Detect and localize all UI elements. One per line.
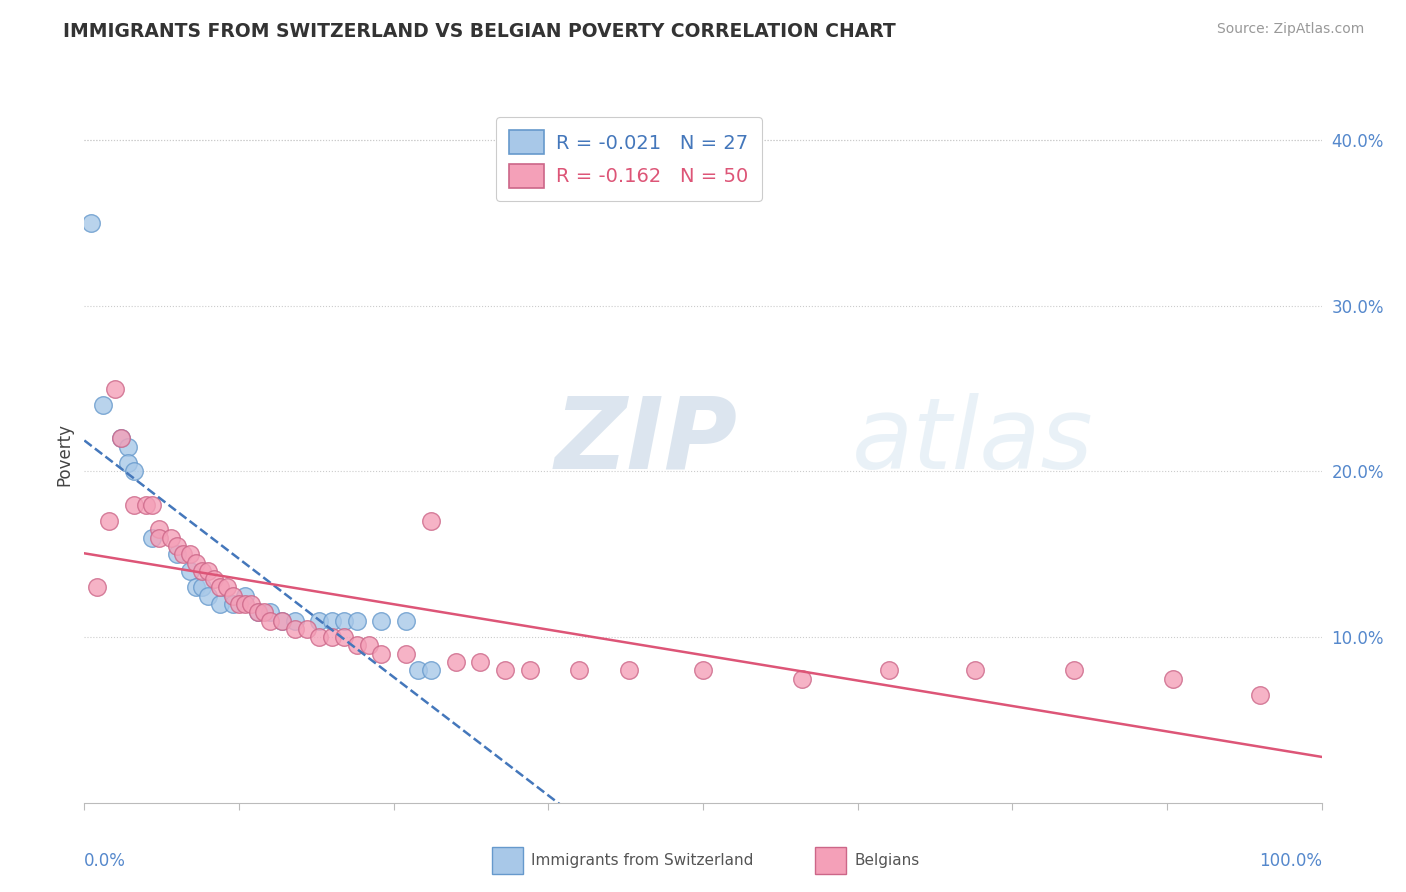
Point	[1161, 672, 1184, 686]
Point	[965, 663, 987, 677]
Point	[253, 605, 276, 619]
Point	[117, 456, 139, 470]
Point	[184, 556, 207, 570]
Point	[191, 564, 214, 578]
Point	[122, 498, 145, 512]
Point	[222, 589, 245, 603]
Point	[308, 630, 330, 644]
Point	[357, 639, 380, 653]
Point	[91, 398, 114, 412]
Point	[110, 431, 132, 445]
Point	[470, 655, 492, 669]
Point	[246, 605, 269, 619]
Text: Immigrants from Switzerland: Immigrants from Switzerland	[531, 854, 754, 868]
Point	[419, 514, 441, 528]
Point	[284, 622, 307, 636]
Point	[259, 614, 281, 628]
Point	[148, 531, 170, 545]
Point	[148, 523, 170, 537]
Point	[191, 581, 214, 595]
Point	[259, 605, 281, 619]
Point	[1063, 663, 1085, 677]
Point	[444, 655, 467, 669]
Point	[110, 431, 132, 445]
Point	[141, 498, 163, 512]
Point	[284, 614, 307, 628]
Text: 0.0%: 0.0%	[84, 852, 127, 870]
Point	[246, 605, 269, 619]
Text: ZIP: ZIP	[554, 392, 738, 490]
Legend: R = -0.021   N = 27, R = -0.162   N = 50: R = -0.021 N = 27, R = -0.162 N = 50	[496, 117, 762, 202]
Point	[370, 614, 392, 628]
Point	[117, 440, 139, 454]
Point	[209, 581, 232, 595]
Point	[321, 630, 343, 644]
Point	[308, 614, 330, 628]
Point	[197, 564, 219, 578]
Point	[494, 663, 516, 677]
Point	[408, 663, 430, 677]
Point	[295, 622, 318, 636]
Point	[202, 572, 225, 586]
Point	[179, 547, 201, 561]
Point	[346, 614, 368, 628]
Point	[98, 514, 121, 528]
Text: Belgians: Belgians	[855, 854, 920, 868]
Point	[877, 663, 900, 677]
Point	[104, 382, 127, 396]
Point	[692, 663, 714, 677]
Point	[419, 663, 441, 677]
Point	[333, 614, 356, 628]
Point	[271, 614, 294, 628]
Point	[141, 531, 163, 545]
Point	[519, 663, 541, 677]
Point	[184, 581, 207, 595]
Point	[271, 614, 294, 628]
Point	[166, 547, 188, 561]
Point	[197, 589, 219, 603]
Point	[122, 465, 145, 479]
Point	[215, 581, 238, 595]
Point	[395, 614, 418, 628]
Y-axis label: Poverty: Poverty	[55, 424, 73, 486]
Point	[160, 531, 183, 545]
Point	[209, 597, 232, 611]
Point	[321, 614, 343, 628]
Point	[346, 639, 368, 653]
Point	[86, 581, 108, 595]
Point	[233, 597, 256, 611]
Point	[240, 597, 263, 611]
Text: Source: ZipAtlas.com: Source: ZipAtlas.com	[1216, 22, 1364, 37]
Point	[79, 216, 101, 230]
Point	[617, 663, 640, 677]
Point	[135, 498, 157, 512]
Point	[233, 589, 256, 603]
Point	[179, 564, 201, 578]
Point	[166, 539, 188, 553]
Point	[228, 597, 250, 611]
Point	[333, 630, 356, 644]
Point	[222, 597, 245, 611]
Text: 100.0%: 100.0%	[1258, 852, 1322, 870]
Point	[790, 672, 813, 686]
Point	[395, 647, 418, 661]
Text: IMMIGRANTS FROM SWITZERLAND VS BELGIAN POVERTY CORRELATION CHART: IMMIGRANTS FROM SWITZERLAND VS BELGIAN P…	[63, 22, 896, 41]
Text: atlas: atlas	[852, 392, 1092, 490]
Point	[1249, 688, 1271, 702]
Point	[568, 663, 591, 677]
Point	[172, 547, 194, 561]
Point	[370, 647, 392, 661]
